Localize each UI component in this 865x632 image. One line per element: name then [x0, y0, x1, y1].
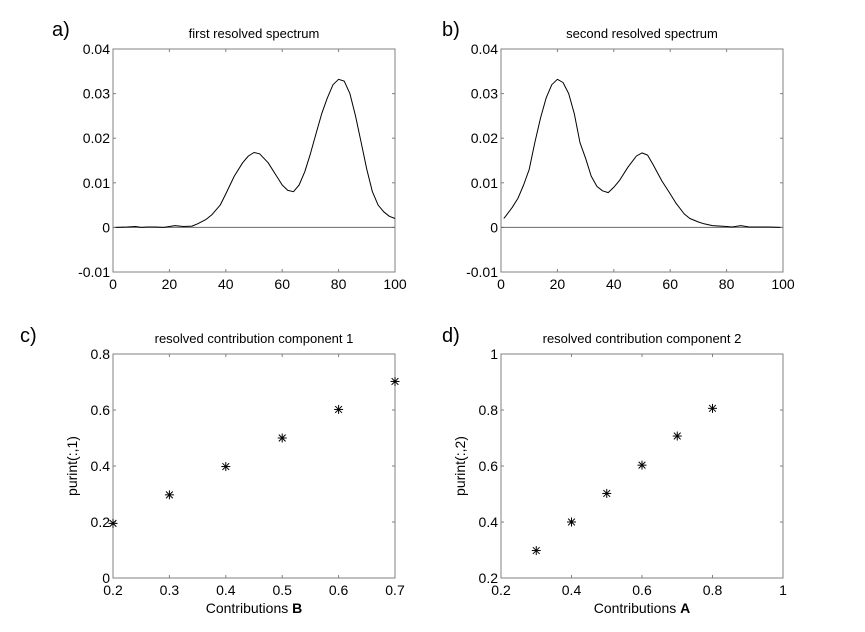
x-tick-label: 0.4 — [562, 582, 582, 598]
x-tick-label: 20 — [550, 276, 566, 292]
x-tick-label: 1 — [779, 582, 787, 598]
y-tick-label: 0 — [490, 219, 498, 235]
data-point-marker — [531, 546, 541, 556]
x-tick-label: 80 — [719, 276, 735, 292]
x-axis-label: Contributions A — [594, 600, 691, 616]
y-axis-label: purint(:,2) — [452, 436, 468, 496]
x-axis-label: Contributions B — [206, 600, 303, 616]
data-point-marker — [602, 488, 612, 498]
data-point-marker — [567, 517, 576, 527]
panel-label: c) — [20, 325, 37, 347]
x-axis-label-text: Contributions — [206, 600, 292, 616]
y-tick-label: 1 — [490, 346, 498, 362]
x-tick-label: 80 — [331, 276, 347, 292]
y-tick-label: 0 — [102, 219, 110, 235]
y-tick-label: 0.04 — [471, 41, 498, 57]
y-tick-label: 0.6 — [91, 402, 111, 418]
chart-panel-a: a) first resolved spectrum 0 20 40 60 80 100 -0.… — [52, 19, 407, 292]
y-tick-label: 0.01 — [471, 175, 498, 191]
y-tick-label: -0.01 — [466, 264, 498, 280]
axes-box — [112, 48, 396, 273]
chart-title: second resolved spectrum — [566, 26, 718, 41]
x-tick-label: 40 — [218, 276, 234, 292]
y-tick-label: 0.4 — [91, 458, 111, 474]
data-point-marker — [672, 431, 682, 441]
x-tick-label: 60 — [274, 276, 290, 292]
x-tick-label: 0.6 — [329, 582, 349, 598]
data-point-marker — [390, 376, 400, 386]
y-tick-label: 0.02 — [471, 130, 498, 146]
data-point-marker — [108, 518, 118, 528]
x-tick-label: 0.8 — [703, 582, 723, 598]
x-tick-label: 40 — [606, 276, 622, 292]
y-tick-label: 0.03 — [83, 86, 110, 102]
axes-box — [500, 48, 784, 273]
x-tick-label: 0.7 — [385, 582, 405, 598]
x-tick-label: 100 — [771, 276, 795, 292]
y-axis-label: purint(:,1) — [64, 436, 80, 496]
x-tick-label: 0.2 — [491, 582, 511, 598]
panel-label: d) — [442, 325, 460, 347]
y-tick-label: 0 — [102, 570, 110, 586]
y-tick-label: 0.02 — [83, 130, 110, 146]
x-tick-label: 0.5 — [272, 582, 292, 598]
chart-panel-d: d) resolved contribution component 20.2 0.… — [442, 325, 787, 616]
x-tick-label: 0 — [497, 276, 505, 292]
panel-label: b) — [442, 19, 460, 41]
chart-title: resolved contribution component 1 — [155, 331, 354, 346]
panel-label: a) — [52, 19, 70, 41]
data-point-marker — [334, 404, 344, 414]
x-tick-label: 0.2 — [103, 582, 123, 598]
chart-panel-b: b) second resolved spectrum 0 20 40 60 80 100 -0… — [442, 19, 795, 292]
x-tick-label: 0.6 — [632, 582, 652, 598]
y-tick-label: 0.01 — [83, 175, 110, 191]
x-tick-label: 0.3 — [160, 582, 180, 598]
y-tick-label: 0.04 — [83, 41, 110, 57]
y-tick-label: 0.4 — [479, 514, 499, 530]
data-point-marker — [637, 460, 647, 470]
y-tick-label: 0.6 — [479, 458, 499, 474]
y-tick-label: 0.2 — [479, 570, 499, 586]
data-point-marker — [277, 433, 287, 443]
series-line — [115, 78, 396, 228]
axes-box — [112, 353, 396, 579]
x-tick-label: 100 — [383, 276, 407, 292]
chart-title: resolved contribution component 2 — [543, 331, 742, 346]
y-tick-label: -0.01 — [78, 264, 110, 280]
series-line — [503, 78, 781, 228]
x-axis-label-text: Contributions — [594, 600, 680, 616]
y-tick-label: 0.03 — [471, 86, 498, 102]
y-tick-label: 0.8 — [91, 346, 111, 362]
data-point-marker — [708, 403, 717, 413]
x-tick-label: 20 — [162, 276, 178, 292]
x-axis-label-bold: A — [680, 600, 690, 616]
y-tick-label: 0.8 — [479, 402, 499, 418]
chart-title: first resolved spectrum — [189, 26, 320, 41]
y-tick-label: 0.2 — [91, 514, 111, 530]
data-point-marker — [221, 462, 231, 472]
x-tick-label: 0 — [109, 276, 117, 292]
data-point-marker — [164, 490, 174, 500]
x-tick-label: 0.4 — [216, 582, 236, 598]
chart-panel-c: c) resolved contribution component 1 0.2 0.… — [20, 325, 405, 616]
x-tick-label: 60 — [662, 276, 678, 292]
x-axis-label-bold: B — [292, 600, 302, 616]
